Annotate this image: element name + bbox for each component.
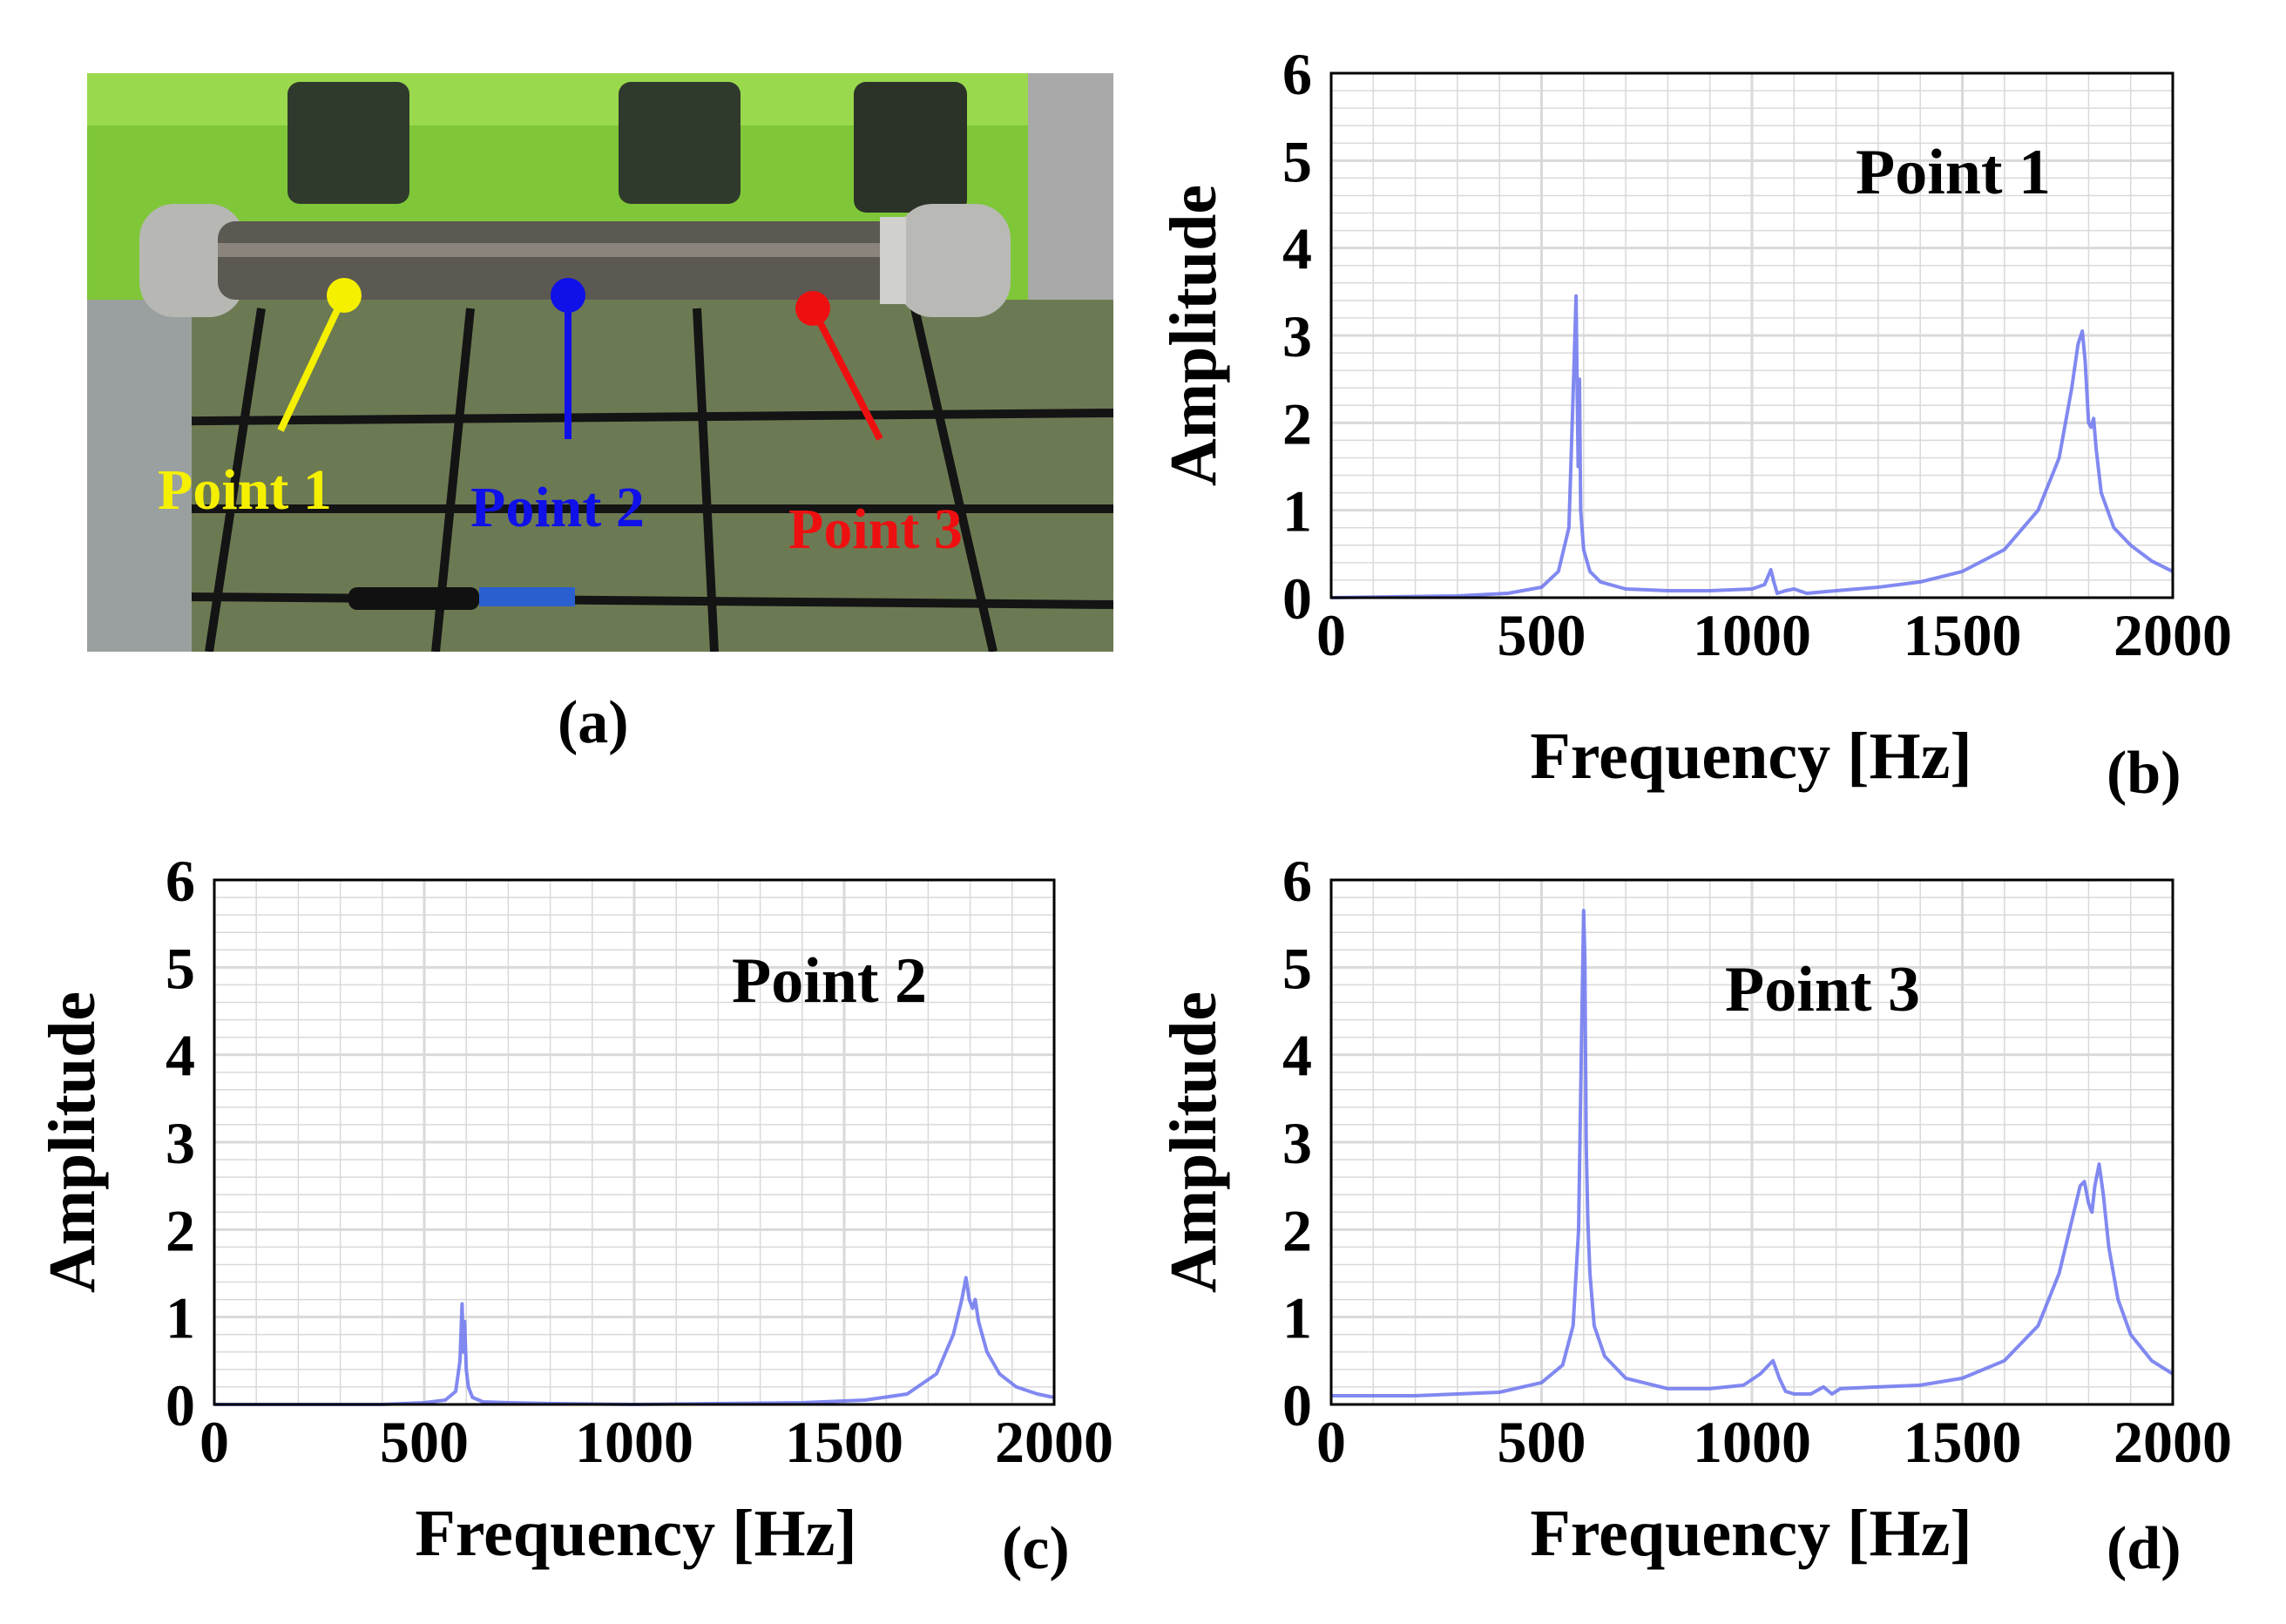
x-tick-label: 1000 bbox=[575, 1409, 693, 1475]
x-tick-label: 1000 bbox=[1693, 1409, 1811, 1475]
y-axis-title: Amplitude bbox=[1157, 185, 1230, 486]
panel-b-label: (b) bbox=[2107, 740, 2181, 807]
y-tick-label: 0 bbox=[166, 1372, 195, 1438]
y-tick-label: 2 bbox=[1282, 390, 1312, 457]
point-3-leader bbox=[809, 307, 883, 441]
left-rail bbox=[87, 300, 192, 652]
point-3-label: Point 3 bbox=[788, 497, 963, 561]
series-line-b bbox=[1330, 294, 2174, 599]
x-tick-label: 500 bbox=[1498, 602, 1586, 668]
rotor-photo: Point 1 Point 2 Point 3 bbox=[87, 73, 1113, 652]
point-1-label: Point 1 bbox=[158, 458, 332, 522]
y-tick-label: 1 bbox=[1282, 478, 1312, 545]
x-tick-label: 500 bbox=[380, 1409, 469, 1475]
y-tick-label: 4 bbox=[1282, 216, 1312, 282]
y-tick-label: 5 bbox=[1282, 128, 1312, 194]
x-tick-label: 2000 bbox=[2114, 602, 2232, 668]
y-tick-label: 1 bbox=[166, 1285, 195, 1351]
plot-frame bbox=[1329, 71, 2174, 599]
impact-hammer-head bbox=[479, 587, 575, 606]
x-tick-label: 2000 bbox=[995, 1409, 1113, 1475]
plot-title: Point 3 bbox=[1725, 954, 1920, 1025]
panel-c-label: (c) bbox=[1002, 1515, 1070, 1582]
x-tick-label: 500 bbox=[1498, 1409, 1586, 1475]
y-tick-label: 6 bbox=[1282, 848, 1312, 914]
x-tick-label: 1500 bbox=[785, 1409, 903, 1475]
point-2-marker bbox=[551, 278, 585, 313]
y-tick-label: 4 bbox=[166, 1023, 195, 1089]
rotor-photo-panel: Point 1 Point 2 Point 3 bbox=[87, 73, 1113, 652]
x-tick-label: 1000 bbox=[1693, 602, 1811, 668]
impact-hammer-handle bbox=[348, 587, 479, 610]
x-tick-label: 0 bbox=[200, 1409, 229, 1475]
x-tick-label: 0 bbox=[1316, 602, 1346, 668]
x-tick-label: 0 bbox=[1316, 1409, 1346, 1475]
rotor-shaft bbox=[218, 221, 915, 300]
x-axis-title: Frequency [Hz] bbox=[1530, 1497, 1972, 1570]
y-tick-label: 5 bbox=[1282, 935, 1312, 1001]
rotor-shaft-highlight bbox=[218, 243, 915, 257]
panel-d-label: (d) bbox=[2107, 1515, 2181, 1582]
right-bearing-housing bbox=[897, 204, 1011, 317]
plot-title: Point 2 bbox=[732, 945, 927, 1017]
y-tick-label: 3 bbox=[1282, 303, 1312, 369]
y-tick-label: 6 bbox=[166, 848, 195, 914]
y-tick-label: 3 bbox=[166, 1110, 195, 1176]
x-tick-label: 2000 bbox=[2114, 1409, 2232, 1475]
x-axis-title: Frequency [Hz] bbox=[1530, 720, 1972, 793]
x-tick-label: 1500 bbox=[1904, 1409, 2022, 1475]
y-axis-title: Amplitude bbox=[1157, 991, 1230, 1293]
y-tick-label: 0 bbox=[1282, 565, 1312, 632]
y-tick-label: 0 bbox=[1282, 1372, 1312, 1438]
y-tick-label: 5 bbox=[166, 935, 195, 1001]
y-axis-title: Amplitude bbox=[36, 991, 109, 1293]
machine-window-left bbox=[287, 82, 409, 204]
point-2-label: Point 2 bbox=[470, 476, 645, 539]
y-tick-label: 3 bbox=[1282, 1110, 1312, 1176]
y-tick-label: 2 bbox=[1282, 1197, 1312, 1263]
left-bearing-housing bbox=[139, 204, 244, 317]
right-disk bbox=[880, 217, 906, 304]
y-tick-label: 4 bbox=[1282, 1023, 1312, 1089]
machine-window-center bbox=[619, 82, 741, 204]
plot-frame bbox=[1329, 878, 2174, 1406]
series-line-d bbox=[1331, 909, 2174, 1397]
x-axis-title: Frequency [Hz] bbox=[415, 1497, 856, 1570]
x-tick-label: 1500 bbox=[1904, 602, 2022, 668]
panel-a-label: (a) bbox=[558, 689, 629, 756]
point-1-marker bbox=[327, 278, 362, 313]
machine-window-right bbox=[854, 82, 967, 213]
plot-title: Point 1 bbox=[1856, 137, 2051, 208]
y-tick-label: 2 bbox=[166, 1197, 195, 1263]
point-3-marker bbox=[795, 291, 830, 326]
y-tick-label: 6 bbox=[1282, 41, 1312, 107]
plot-frame bbox=[213, 878, 1056, 1406]
point-1-leader bbox=[277, 294, 348, 432]
y-tick-label: 1 bbox=[1282, 1285, 1312, 1351]
